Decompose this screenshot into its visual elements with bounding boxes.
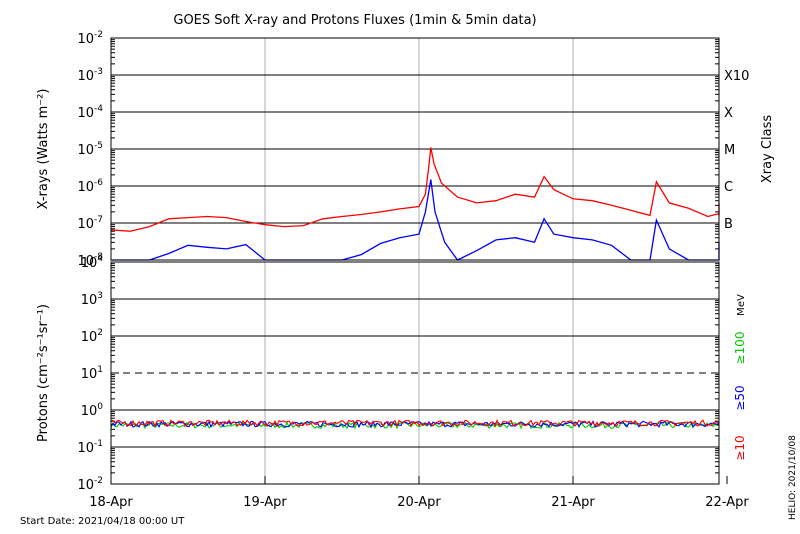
xray-class-label: M: [724, 143, 735, 158]
xray-y-tick-label: 10-6: [77, 178, 103, 195]
proton-y-tick-label: 103: [81, 291, 103, 308]
proton-panel: 10-2 10-1 100 101 102 103 104 MeV ≥100 ≥50 ≥10 Prot…: [36, 254, 749, 510]
proton-y-tick-label: 10-2: [77, 476, 103, 493]
xray-y-tick-label: 10-4: [77, 104, 103, 121]
xray-panel-frame: [110, 37, 720, 261]
x-tick-label: 18-Apr: [89, 495, 133, 510]
xray-panel: 10-8 10-7 10-6 10-5 10-4 10-3 10-2 B C M X X10 X-ray…: [36, 30, 775, 269]
xray-class-label: X10: [724, 69, 749, 84]
xray-class-label: C: [724, 180, 733, 195]
proton-y-tick-label: 101: [81, 365, 103, 382]
xray-y-tick-label: 10-2: [77, 30, 103, 47]
xray-short-channel-line: [111, 179, 720, 261]
proton-legend-label: ≥10: [733, 435, 747, 460]
xray-class-axis-label: Xray Class: [760, 115, 775, 183]
start-date-label: Start Date: 2021/04/18 00:00 UT: [20, 516, 185, 527]
xray-class-label: X: [724, 106, 733, 121]
xray-y-tick-label: 10-3: [77, 67, 103, 84]
proton-legend-label: ≥50: [733, 385, 747, 410]
xray-class-label: B: [724, 217, 733, 232]
proton-series-line: [110, 419, 720, 429]
chart-title: GOES Soft X-ray and Protons Fluxes (1min…: [173, 13, 536, 28]
proton-y-tick-label: 102: [81, 328, 103, 345]
x-tick-label: 21-Apr: [551, 495, 595, 510]
xray-y-tick-label: 10-7: [77, 215, 103, 232]
proton-energy-unit: MeV: [736, 294, 747, 316]
proton-y-tick-label: 10-1: [77, 439, 103, 456]
proton-y-tick-label: 100: [81, 402, 104, 419]
x-tick-label: 19-Apr: [243, 495, 287, 510]
xray-y-tick-label: 10-5: [77, 141, 103, 158]
proton-panel-frame: [110, 261, 720, 485]
proton-legend-label: ≥100: [733, 332, 747, 365]
proton-y-axis-label: Protons (cm⁻²s⁻¹sr⁻¹): [36, 304, 51, 442]
generation-stamp: HELIO: 2021/10/08: [788, 435, 798, 520]
x-tick-label: 20-Apr: [397, 495, 441, 510]
xray-long-channel-line: [110, 147, 720, 232]
xray-y-axis-label: X-rays (Watts m⁻²): [36, 89, 51, 210]
xray-y-tick-label: 10-8: [77, 252, 103, 269]
proton-y-tick-label: 104: [81, 254, 104, 271]
x-tick-label: 22-Apr: [705, 495, 749, 510]
proton-series-line: [110, 419, 720, 428]
